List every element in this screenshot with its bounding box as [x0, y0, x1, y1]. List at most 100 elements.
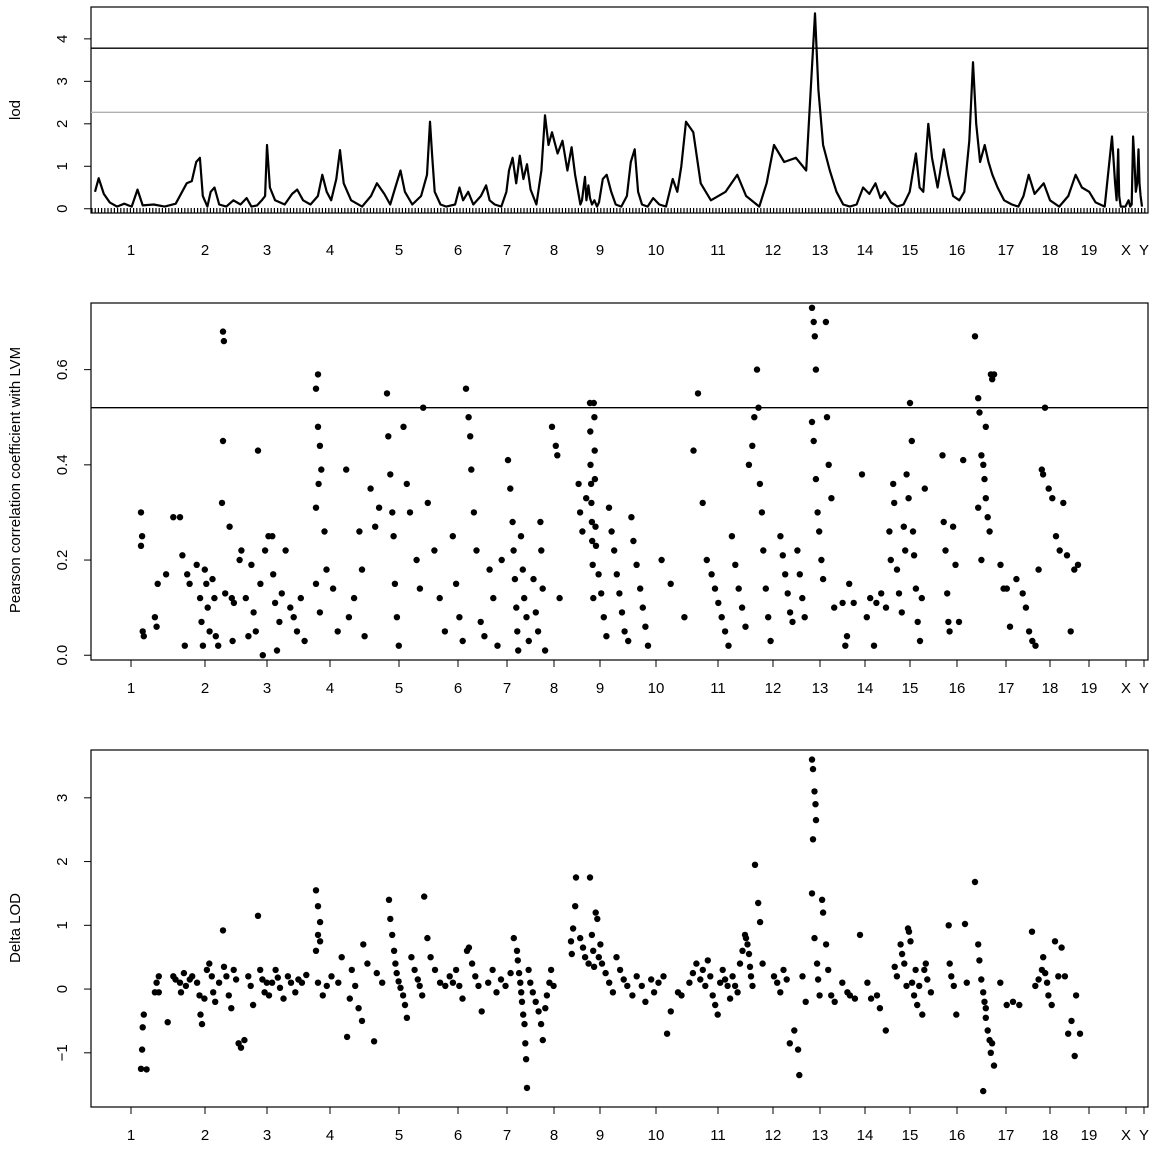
data-point: [140, 633, 147, 640]
data-point: [714, 1011, 721, 1018]
x-tick-label: 9: [596, 1127, 604, 1144]
data-point: [462, 385, 470, 392]
data-point: [808, 890, 816, 897]
data-point: [513, 604, 520, 611]
data-point: [138, 533, 146, 540]
data-point: [436, 594, 443, 602]
data-point: [864, 979, 871, 986]
x-tick-label: 15: [902, 680, 919, 697]
data-point: [297, 594, 304, 602]
data-point: [203, 580, 210, 587]
correlation-y-axis-label: Pearson correlation coefficient with LVM: [7, 347, 24, 613]
data-point: [329, 585, 337, 592]
data-point: [204, 604, 211, 611]
data-point: [579, 944, 587, 951]
data-point: [1038, 466, 1046, 473]
x-tick-label: 12: [765, 242, 782, 259]
data-point: [364, 960, 371, 967]
x-tick-label: 5: [395, 1127, 403, 1144]
data-point: [1009, 998, 1017, 1005]
data-point: [572, 903, 579, 910]
data-point: [220, 963, 228, 970]
data-point: [585, 960, 592, 967]
data-point: [616, 590, 623, 597]
data-point: [809, 765, 817, 773]
data-point: [138, 1046, 146, 1053]
data-point: [945, 922, 952, 929]
data-point: [521, 594, 528, 602]
data-point: [518, 998, 526, 1005]
data-point: [375, 504, 383, 511]
x-tick-label: 10: [648, 242, 665, 259]
data-point: [575, 480, 582, 488]
data-point: [1051, 938, 1059, 945]
data-point: [252, 628, 259, 635]
data-point: [858, 471, 866, 478]
data-point: [507, 969, 514, 977]
data-point: [532, 998, 539, 1005]
data-point: [219, 328, 227, 335]
data-point: [346, 995, 353, 1002]
data-point: [201, 995, 208, 1002]
data-point: [699, 499, 706, 507]
data-point: [361, 633, 368, 640]
data-point: [759, 960, 766, 967]
data-point: [819, 909, 827, 916]
data-point: [452, 580, 460, 587]
data-point: [537, 518, 544, 526]
x-tick-label: 6: [454, 680, 462, 697]
data-point: [523, 1084, 531, 1092]
data-point: [282, 547, 289, 554]
data-point: [590, 594, 597, 602]
x-tick-label: 9: [596, 242, 604, 259]
data-point: [753, 366, 761, 373]
x-tick-label: 10: [648, 1127, 665, 1144]
data-point: [456, 614, 463, 621]
data-point: [522, 1040, 529, 1047]
data-point: [976, 409, 983, 416]
data-point: [663, 1030, 671, 1037]
data-point: [497, 976, 505, 983]
y-tick-label: −1: [54, 1044, 71, 1061]
data-point: [689, 969, 697, 977]
data-point: [618, 609, 626, 616]
data-point: [155, 973, 162, 980]
data-point: [539, 585, 546, 592]
data-point: [678, 992, 685, 999]
data-point: [944, 590, 951, 597]
data-point: [534, 628, 542, 635]
x-tick-label: 15: [902, 1127, 919, 1144]
data-point: [511, 575, 519, 583]
data-point: [314, 371, 322, 378]
data-point: [597, 941, 604, 948]
data-point: [808, 418, 816, 426]
data-point: [903, 982, 910, 990]
data-point: [694, 390, 702, 397]
data-point: [755, 404, 762, 411]
data-point: [587, 461, 594, 468]
data-point: [681, 614, 688, 621]
data-point: [690, 447, 697, 454]
data-point: [863, 614, 870, 621]
x-tick-label: 8: [550, 680, 558, 697]
data-point: [828, 495, 835, 502]
data-point: [270, 571, 277, 578]
data-point: [475, 982, 482, 990]
data-point: [831, 998, 838, 1005]
data-point: [703, 556, 710, 564]
data-point: [639, 604, 646, 611]
data-point: [537, 1020, 545, 1028]
y-tick-label: 0.6: [54, 359, 71, 380]
x-tick-label: 18: [1042, 680, 1059, 697]
data-point: [867, 594, 874, 602]
data-point: [589, 537, 596, 545]
data-point: [588, 499, 595, 507]
data-point: [401, 1001, 409, 1009]
data-point: [268, 979, 276, 986]
y-tick-label: 0.2: [54, 550, 71, 571]
data-point: [431, 966, 439, 974]
data-point: [693, 960, 700, 967]
data-point: [611, 547, 618, 554]
data-point: [319, 992, 326, 999]
x-tick-label: 1: [127, 1127, 135, 1144]
